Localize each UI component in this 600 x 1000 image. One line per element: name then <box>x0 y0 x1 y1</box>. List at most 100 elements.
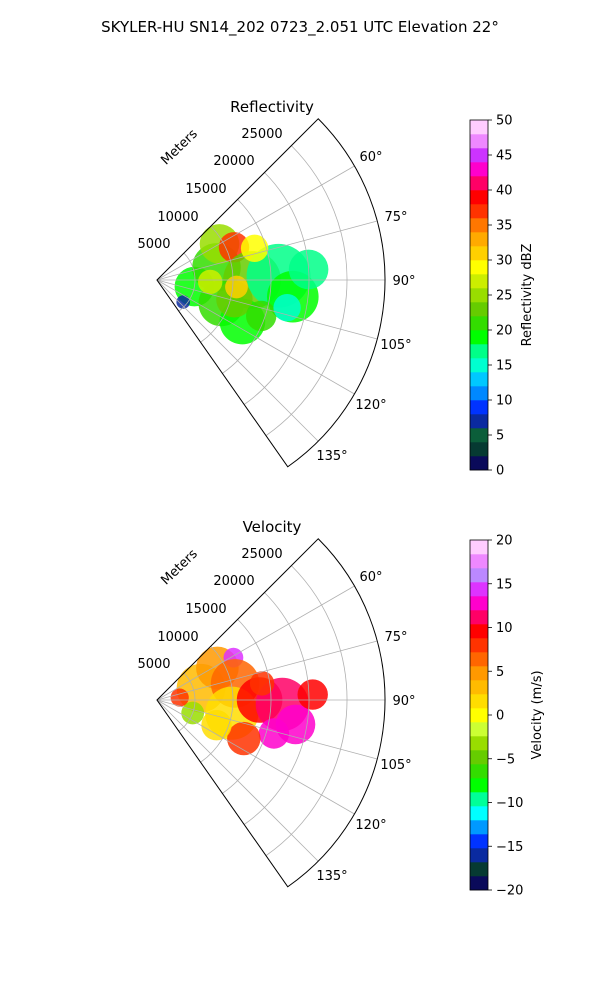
colorbar-segment <box>470 190 488 205</box>
colorbar-tick-label: 10 <box>496 394 513 409</box>
t0-tick-75: 75° <box>384 210 407 225</box>
colorbar-tick-label: −20 <box>496 884 523 899</box>
echo-cell <box>273 294 301 322</box>
r1-tick-20000: 20000 <box>213 574 254 589</box>
colorbar-tick-label: 0 <box>496 464 504 479</box>
colorbar-segment <box>470 666 488 681</box>
colorbar-segment <box>470 260 488 275</box>
colorbar-segment <box>470 848 488 863</box>
colorbar-segment <box>470 456 488 471</box>
colorbar-tick-label: 0 <box>496 709 504 724</box>
range-ring <box>222 199 272 374</box>
colorbar-tick-label: 35 <box>496 219 513 234</box>
velocity-grid <box>156 538 386 888</box>
reflectivity-radial-label: Meters <box>158 127 201 169</box>
colorbar-segment <box>470 414 488 429</box>
colorbar-segment <box>470 288 488 303</box>
colorbar-segment <box>470 316 488 331</box>
t1-tick-60: 60° <box>359 570 382 585</box>
reflectivity-title: Reflectivity <box>230 98 314 116</box>
azimuth-spoke <box>156 699 378 760</box>
colorbar-tick-label: 45 <box>496 149 513 164</box>
colorbar-tick-label: −10 <box>496 796 523 811</box>
r1-tick-15000: 15000 <box>185 602 226 617</box>
azimuth-spoke <box>156 165 355 281</box>
colorbar-segment <box>470 792 488 807</box>
colorbar-tick-label: 50 <box>496 114 513 129</box>
colorbar-segment <box>470 750 488 765</box>
colorbar-segment <box>470 652 488 667</box>
velocity-radial-label: Meters <box>158 547 201 589</box>
colorbar-segment <box>470 568 488 583</box>
colorbar-segment <box>470 372 488 387</box>
range-ring <box>200 645 234 763</box>
r0-tick-25000: 25000 <box>241 127 282 142</box>
colorbar-segment <box>470 330 488 345</box>
echo-cell <box>225 275 248 299</box>
r1-tick-10000: 10000 <box>157 630 198 645</box>
velocity-title: Velocity <box>243 518 302 536</box>
colorbar-segment <box>470 148 488 163</box>
colorbar-segment <box>470 134 488 149</box>
colorbar-tick-label: 5 <box>496 429 504 444</box>
colorbar-segment <box>470 120 488 135</box>
t1-tick-120: 120° <box>355 818 386 833</box>
colorbar-segment <box>470 204 488 219</box>
range-ring <box>265 565 348 856</box>
colorbar-segment <box>470 624 488 639</box>
reflectivity-colorbar: 0 5 10 15 20 25 30 35 40 45 50 <box>469 114 513 479</box>
colorbar-tick-label: 15 <box>496 577 513 592</box>
velocity-colorbar-label: Velocity (m/s) <box>530 670 545 759</box>
echo-cell <box>246 300 277 332</box>
r0-tick-5000: 5000 <box>137 237 170 252</box>
r0-tick-15000: 15000 <box>185 182 226 197</box>
colorbar-tick-label: 30 <box>496 254 513 269</box>
t1-tick-135: 135° <box>316 869 347 884</box>
t0-tick-60: 60° <box>359 150 382 165</box>
t0-tick-105: 105° <box>380 338 411 353</box>
range-ring <box>265 145 348 436</box>
colorbar-segment <box>470 708 488 723</box>
colorbar-segment <box>470 778 488 793</box>
r0-tick-10000: 10000 <box>157 210 198 225</box>
velocity-panel: Velocity Meters 5000 10000 15000 20000 2… <box>137 518 545 899</box>
colorbar-segment <box>470 610 488 625</box>
echo-cell <box>258 718 290 749</box>
azimuth-spoke <box>156 220 378 281</box>
echo-cell <box>176 295 190 309</box>
azimuth-spoke <box>156 279 355 395</box>
range-ring <box>243 592 310 825</box>
t1-tick-75: 75° <box>384 630 407 645</box>
sector-frame <box>156 538 386 888</box>
colorbar-segment <box>470 876 488 891</box>
colorbar-tick-label: 40 <box>496 184 513 199</box>
colorbar-segment <box>470 442 488 457</box>
colorbar-tick-label: 20 <box>496 324 513 339</box>
colorbar-segment <box>470 638 488 653</box>
colorbar-tick-label: 10 <box>496 621 513 636</box>
colorbar-segment <box>470 596 488 611</box>
colorbar-segment <box>470 806 488 821</box>
colorbar-tick-label: 15 <box>496 359 513 374</box>
colorbar-segment <box>470 176 488 191</box>
range-ring <box>222 619 272 794</box>
azimuth-spoke <box>156 640 378 701</box>
t1-tick-90: 90° <box>392 694 415 709</box>
range-ring <box>178 672 196 732</box>
r1-tick-5000: 5000 <box>137 657 170 672</box>
azimuth-spoke <box>156 585 355 701</box>
colorbar-segment <box>470 582 488 597</box>
colorbar-segment <box>470 358 488 373</box>
t1-tick-105: 105° <box>380 758 411 773</box>
colorbar-segment <box>470 764 488 779</box>
echo-cell <box>198 269 223 295</box>
colorbar-segment <box>470 246 488 261</box>
colorbar-segment <box>470 834 488 849</box>
colorbar-segment <box>470 694 488 709</box>
colorbar-segment <box>470 554 488 569</box>
colorbar-tick-label: 5 <box>496 665 504 680</box>
colorbar-segment <box>470 428 488 443</box>
range-ring <box>243 172 310 405</box>
echo-cell <box>201 710 232 741</box>
reflectivity-colorbar-label: Reflectivity dBZ <box>520 244 535 347</box>
